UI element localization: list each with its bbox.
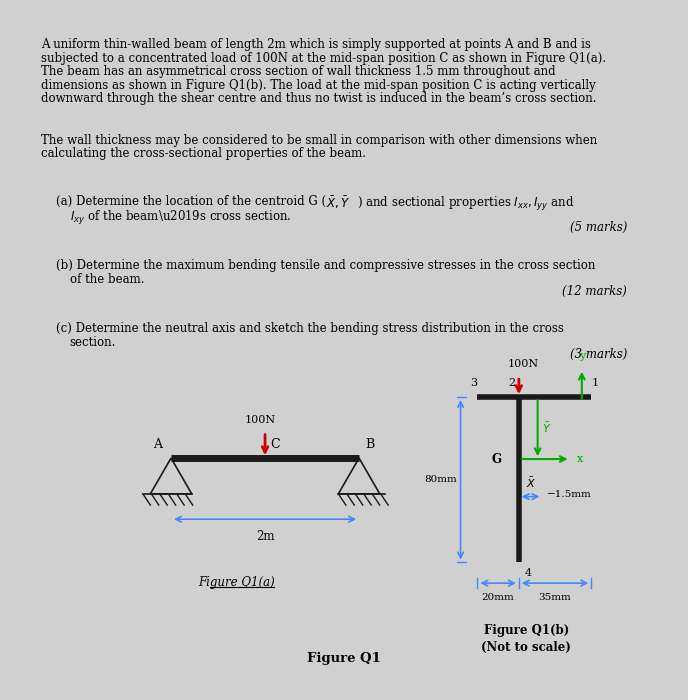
Text: 2: 2	[508, 377, 515, 388]
Text: The wall thickness may be considered to be small in comparison with other dimens: The wall thickness may be considered to …	[41, 134, 598, 147]
Text: 35mm: 35mm	[538, 592, 571, 601]
Text: B: B	[366, 438, 375, 451]
Text: Figure Q1(a): Figure Q1(a)	[198, 575, 275, 589]
Text: ) and sectional properties $I_{xx},I_{yy}$ and: ) and sectional properties $I_{xx},I_{yy…	[357, 195, 574, 213]
Text: (3 marks): (3 marks)	[570, 348, 627, 361]
Text: (12 marks): (12 marks)	[562, 285, 627, 298]
Text: 2m: 2m	[256, 531, 275, 543]
Text: (b) Determine the maximum bending tensile and compressive stresses in the cross : (b) Determine the maximum bending tensil…	[56, 259, 596, 272]
Text: 100N: 100N	[245, 415, 276, 425]
Text: 1: 1	[592, 377, 599, 388]
Text: 100N: 100N	[508, 359, 539, 369]
Text: 80mm: 80mm	[424, 475, 457, 484]
Text: y: y	[579, 351, 585, 361]
Text: of the beam.: of the beam.	[69, 273, 144, 286]
Text: dimensions as shown in Figure Q1(b). The load at the mid-span position C is acti: dimensions as shown in Figure Q1(b). The…	[41, 79, 596, 92]
Text: (c) Determine the neutral axis and sketch the bending stress distribution in the: (c) Determine the neutral axis and sketc…	[56, 322, 564, 335]
Text: subjected to a concentrated load of 100N at the mid-span position C as shown in : subjected to a concentrated load of 100N…	[41, 52, 606, 64]
Text: 20mm: 20mm	[482, 592, 515, 601]
Text: C: C	[270, 438, 280, 451]
Text: The beam has an asymmetrical cross section of wall thickness 1.5 mm throughout a: The beam has an asymmetrical cross secti…	[41, 65, 556, 78]
Text: calculating the cross-sectional properties of the beam.: calculating the cross-sectional properti…	[41, 148, 366, 160]
Text: A: A	[153, 438, 162, 451]
Text: G: G	[492, 452, 502, 466]
Text: −1.5mm: −1.5mm	[547, 490, 592, 499]
Text: 3: 3	[470, 377, 477, 388]
Text: downward through the shear centre and thus no twist is induced in the beam’s cro: downward through the shear centre and th…	[41, 92, 596, 106]
Text: x: x	[577, 454, 583, 464]
Text: $\bar{X}$: $\bar{X}$	[526, 476, 537, 490]
Text: Figure Q1: Figure Q1	[307, 652, 381, 665]
Text: $\bar{X},\bar{Y}$: $\bar{X},\bar{Y}$	[326, 195, 351, 211]
Text: Figure Q1(b)
(Not to scale): Figure Q1(b) (Not to scale)	[482, 624, 571, 654]
Text: 4: 4	[524, 568, 532, 578]
Text: (a) Determine the location of the centroid G (: (a) Determine the location of the centro…	[56, 195, 327, 208]
Text: A uniform thin-walled beam of length 2m which is simply supported at points A an: A uniform thin-walled beam of length 2m …	[41, 38, 591, 51]
Text: $I_{xy}$ of the beam\u2019s cross section.: $I_{xy}$ of the beam\u2019s cross sectio…	[69, 209, 291, 227]
Text: (5 marks): (5 marks)	[570, 221, 627, 234]
Text: section.: section.	[69, 336, 116, 349]
Text: $\bar{Y}$: $\bar{Y}$	[542, 421, 552, 435]
